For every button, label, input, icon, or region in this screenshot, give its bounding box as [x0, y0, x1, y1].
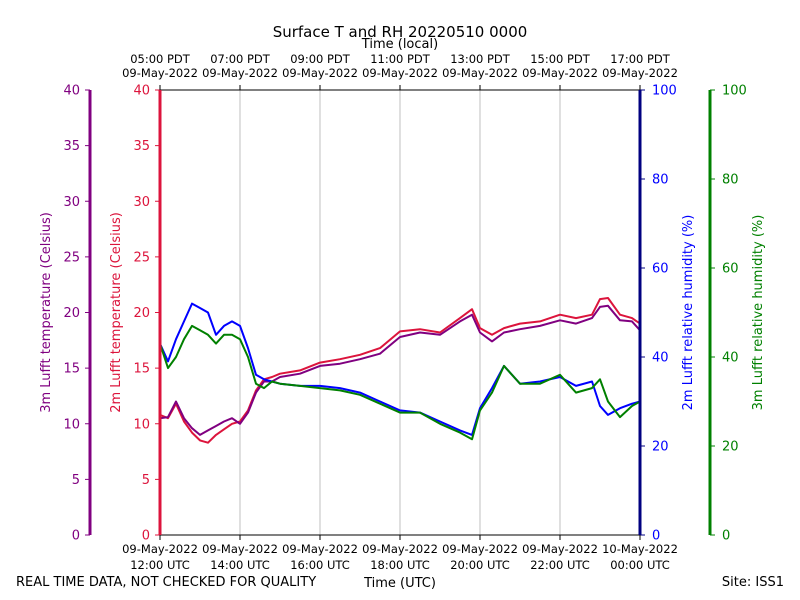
y-tick-label: 10 [133, 417, 150, 432]
y-tick-label: 10 [63, 417, 80, 432]
x-tick-label-date: 09-May-2022 [362, 542, 438, 556]
series-line-3m-lufft-temperature [159, 304, 641, 436]
y-tick-label: 0 [142, 529, 150, 544]
y-tick-label: 80 [652, 173, 669, 188]
top-axis-title: Time (local) [361, 37, 438, 52]
y-tick-label: 40 [722, 351, 739, 366]
y-tick-label: 15 [133, 362, 150, 377]
x-tick-label-date: 09-May-2022 [282, 542, 358, 556]
gridlines [239, 90, 561, 535]
y-axis-title: 2m Lufft relative humidity (%) [681, 215, 696, 411]
y-tick-label: 30 [63, 195, 80, 210]
x-tick-label-date: 10-May-2022 [602, 542, 678, 556]
y-tick-label: 20 [133, 306, 150, 321]
y-axis-title: 2m Lufft temperature (Celsius) [109, 212, 124, 413]
series-layer [159, 297, 641, 444]
y-tick-label: 100 [722, 84, 747, 99]
x-tick-label-time: 00:00 UTC [610, 558, 670, 572]
x-top-tick-label-date: 09-May-2022 [522, 66, 598, 80]
x-top-tick-label-date: 09-May-2022 [202, 66, 278, 80]
y-tick-label: 25 [133, 250, 150, 265]
series-line-3m-lufft-relative-humidity [159, 324, 641, 441]
x-axis-title: Time (UTC) [364, 576, 436, 591]
x-tick-label-time: 16:00 UTC [290, 558, 350, 572]
x-top-tick-label-time: 15:00 PDT [530, 52, 591, 66]
quality-disclaimer: REAL TIME DATA, NOT CHECKED FOR QUALITY [16, 575, 317, 590]
x-top-tick-label-date: 09-May-2022 [362, 66, 438, 80]
y-tick-label: 40 [133, 84, 150, 99]
y-tick-label: 0 [722, 529, 730, 544]
x-tick-label-time: 18:00 UTC [370, 558, 430, 572]
x-tick-label-date: 09-May-2022 [522, 542, 598, 556]
y-tick-label: 5 [72, 473, 80, 488]
x-top-tick-label-time: 17:00 PDT [610, 52, 671, 66]
x-tick-label-date: 09-May-2022 [202, 542, 278, 556]
series-line-2m-lufft-relative-humidity [159, 302, 641, 436]
x-top-tick-label-date: 09-May-2022 [442, 66, 518, 80]
y-tick-label: 15 [63, 362, 80, 377]
y-tick-label: 60 [722, 262, 739, 277]
y-tick-label: 100 [652, 84, 677, 99]
y-tick-label: 35 [63, 139, 80, 154]
y-axis-title: 3m Lufft relative humidity (%) [751, 215, 766, 411]
y-tick-label: 0 [72, 529, 80, 544]
x-top-tick-label-time: 05:00 PDT [130, 52, 191, 66]
y-tick-label: 80 [722, 173, 739, 188]
x-tick-label-time: 22:00 UTC [530, 558, 590, 572]
x-tick-label-time: 20:00 UTC [450, 558, 510, 572]
y-tick-label: 20 [652, 440, 669, 455]
x-top-tick-label-time: 09:00 PDT [290, 52, 351, 66]
site-label: Site: ISS1 [721, 575, 784, 590]
x-tick-label-date: 09-May-2022 [442, 542, 518, 556]
x-tick-label-time: 14:00 UTC [210, 558, 270, 572]
x-top-tick-label-time: 13:00 PDT [450, 52, 511, 66]
y-tick-label: 30 [133, 195, 150, 210]
y-tick-label: 25 [63, 250, 80, 265]
x-axis-utc: 09-May-2022 12:00 UTC 09-May-2022 14:00 UTC… [122, 535, 678, 572]
y-tick-label: 20 [722, 440, 739, 455]
y-tick-label: 40 [652, 351, 669, 366]
y-tick-label: 5 [142, 473, 150, 488]
x-tick-label-date: 09-May-2022 [122, 542, 198, 556]
axis-2m-temperature: 0 5 10 15 20 25 30 35 40 2m Lufft temperature (Ce… [109, 84, 162, 544]
x-top-tick-label-date: 09-May-2022 [282, 66, 358, 80]
x-top-tick-label-time: 11:00 PDT [370, 52, 431, 66]
x-top-tick-label-date: 09-May-2022 [122, 66, 198, 80]
y-tick-label: 20 [63, 306, 80, 321]
x-tick-label-time: 12:00 UTC [130, 558, 190, 572]
y-tick-label: 40 [63, 84, 80, 99]
y-axis-title: 3m Lufft temperature (Celsius) [39, 212, 54, 413]
y-tick-label: 0 [652, 529, 660, 544]
axis-3m-humidity: 0 20 40 60 80 100 3m Lufft relative humidity (… [708, 84, 766, 544]
chart-title: Surface T and RH 20220510 0000 [273, 23, 528, 41]
series-line-2m-lufft-temperature [159, 297, 641, 444]
x-top-tick-label-date: 09-May-2022 [602, 66, 678, 80]
x-top-tick-label-time: 07:00 PDT [210, 52, 271, 66]
y-tick-label: 60 [652, 262, 669, 277]
axis-3m-temperature: 0 5 10 15 20 25 30 35 40 3m Lufft temperature (Ce… [39, 84, 92, 544]
y-tick-label: 35 [133, 139, 150, 154]
axis-2m-humidity: 0 20 40 60 80 100 2m Lufft relative humidity (… [638, 84, 696, 544]
